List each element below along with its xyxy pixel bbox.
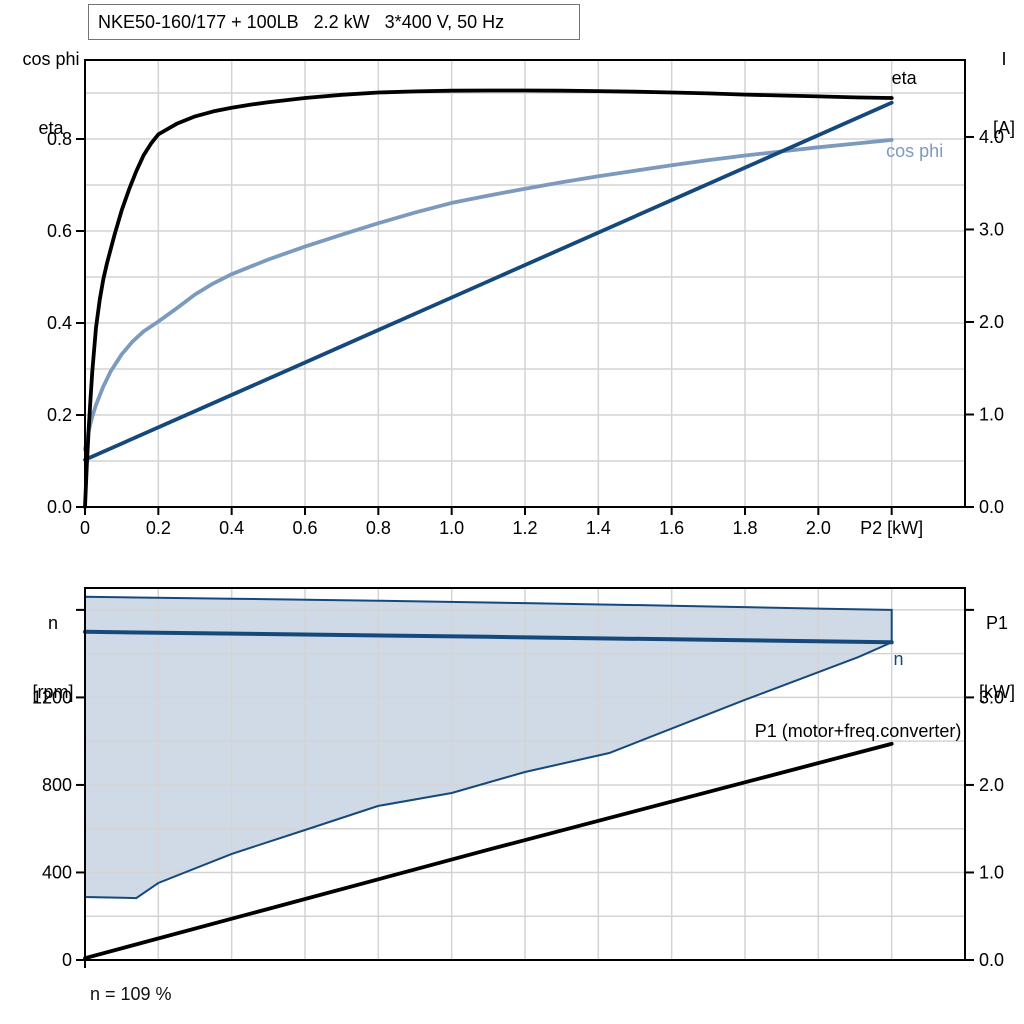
top-right-axis-header: I [A] bbox=[975, 2, 1024, 186]
chart-series bbox=[83, 88, 894, 509]
chart-series bbox=[83, 595, 894, 961]
axis-label-speed-unit: [rpm] bbox=[32, 682, 74, 702]
chart-grid bbox=[85, 60, 965, 507]
curve-label-eta: eta bbox=[892, 68, 918, 88]
axis-label-current: I bbox=[1001, 49, 1007, 69]
axis-label-cos-phi: cos phi bbox=[22, 49, 80, 69]
chart-grid bbox=[85, 588, 965, 960]
tick-label-left: 1200 bbox=[32, 687, 72, 707]
series-I bbox=[83, 100, 894, 462]
top-left-axis-header: cos phi eta bbox=[16, 2, 86, 186]
plot-border bbox=[84, 587, 966, 961]
speed-percentage-note: n = 109 % bbox=[90, 984, 172, 1004]
tick-label-x: 1.0 bbox=[439, 518, 464, 538]
tick-label-left: 0.8 bbox=[47, 129, 72, 149]
tick-label-left: 0.6 bbox=[47, 221, 72, 241]
chart-top: 0.0 0.2 0.4 0.6 0.8 0.0 1.0 2.0 3.0 4.0 0 0.2 0.4 0.6… bbox=[47, 59, 1004, 538]
tick-label-left: 0.0 bbox=[47, 497, 72, 517]
bottom-left-axis-header: n [rpm] bbox=[20, 566, 86, 750]
tick-label-right: 0.0 bbox=[979, 950, 1004, 970]
series-eta bbox=[83, 88, 894, 509]
chart-bottom: 0 400 800 1200 0.0 1.0 2.0 3.0 n P1 (motor+freq.c… bbox=[32, 587, 1004, 970]
chart-axes: 0.0 0.2 0.4 0.6 0.8 0.0 1.0 2.0 3.0 4.0 0 0.2 0.4 0.6… bbox=[47, 59, 1004, 538]
series-n bbox=[83, 629, 894, 645]
tick-label-x: 1.4 bbox=[586, 518, 611, 538]
axis-label-p1-unit: [kW] bbox=[979, 682, 1015, 702]
tick-label-x: P2 [kW] bbox=[860, 518, 923, 538]
curve-label-n: n bbox=[894, 649, 904, 669]
tick-label-x: 1.2 bbox=[512, 518, 537, 538]
tick-label-left: 400 bbox=[42, 862, 72, 882]
chart-title-box: NKE50-160/177 + 100LB 2.2 kW 3*400 V, 50… bbox=[88, 4, 580, 40]
chart-title: NKE50-160/177 + 100LB 2.2 kW 3*400 V, 50… bbox=[98, 11, 505, 32]
tick-label-x: 2.0 bbox=[806, 518, 831, 538]
tick-label-left: 0 bbox=[62, 950, 72, 970]
tick-label-right: 3.0 bbox=[979, 687, 1004, 707]
tick-label-right: 2.0 bbox=[979, 312, 1004, 332]
tick-label-right: 4.0 bbox=[979, 127, 1004, 147]
curve-label-P1-motor-freq-converter-: P1 (motor+freq.converter) bbox=[755, 721, 962, 741]
tick-label-right: 0.0 bbox=[979, 497, 1004, 517]
axis-label-eta: eta bbox=[38, 118, 64, 138]
series-outline-speed-range-envelope bbox=[84, 595, 893, 900]
tick-label-right: 3.0 bbox=[979, 219, 1004, 239]
chart-fills bbox=[85, 596, 892, 899]
tick-label-x: 1.8 bbox=[732, 518, 757, 538]
series-P1-motor-freq-converter- bbox=[83, 741, 894, 961]
axis-label-p1: P1 bbox=[985, 613, 1009, 633]
tick-label-x: 0.8 bbox=[366, 518, 391, 538]
tick-label-x: 1.6 bbox=[659, 518, 684, 538]
tick-label-left: 800 bbox=[42, 775, 72, 795]
bottom-right-axis-header: P1 [kW] bbox=[968, 566, 1024, 750]
axis-label-speed: n bbox=[47, 613, 58, 633]
tick-label-x: 0.4 bbox=[219, 518, 244, 538]
tick-label-right: 2.0 bbox=[979, 775, 1004, 795]
series-cos-phi bbox=[83, 137, 894, 452]
chart-axes: 0 400 800 1200 0.0 1.0 2.0 3.0 n P1 (motor+freq.c… bbox=[32, 587, 1004, 970]
curve-label-cos-phi: cos phi bbox=[886, 141, 943, 161]
tick-label-x: 0.2 bbox=[146, 518, 171, 538]
tick-label-right: 1.0 bbox=[979, 862, 1004, 882]
tick-label-left: 0.2 bbox=[47, 405, 72, 425]
series-fill-speed-range-envelope bbox=[85, 596, 892, 899]
tick-label-left: 0.4 bbox=[47, 313, 72, 333]
tick-label-right: 1.0 bbox=[979, 404, 1004, 424]
tick-label-x: 0.6 bbox=[292, 518, 317, 538]
axis-label-current-unit: [A] bbox=[992, 118, 1015, 138]
tick-label-x: 0 bbox=[80, 518, 90, 538]
